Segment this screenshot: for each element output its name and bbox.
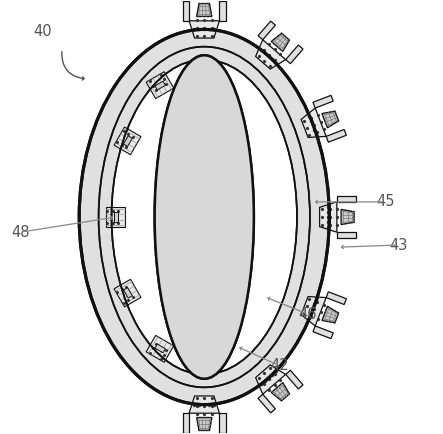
- Polygon shape: [313, 326, 333, 339]
- Text: 48: 48: [12, 224, 30, 240]
- Polygon shape: [197, 3, 212, 16]
- Text: 46: 46: [299, 306, 317, 322]
- Polygon shape: [326, 292, 346, 305]
- Polygon shape: [146, 335, 174, 362]
- Polygon shape: [155, 344, 165, 353]
- Polygon shape: [256, 40, 286, 69]
- Polygon shape: [114, 279, 141, 307]
- Polygon shape: [189, 21, 219, 38]
- Polygon shape: [326, 129, 346, 142]
- Polygon shape: [124, 288, 132, 298]
- Polygon shape: [301, 296, 326, 326]
- Polygon shape: [319, 202, 337, 232]
- Polygon shape: [219, 413, 225, 433]
- Polygon shape: [114, 212, 118, 222]
- Polygon shape: [219, 1, 225, 21]
- Text: 43: 43: [389, 237, 408, 253]
- Polygon shape: [189, 396, 219, 413]
- Text: 40: 40: [33, 24, 52, 39]
- Polygon shape: [146, 72, 174, 99]
- Polygon shape: [258, 21, 276, 40]
- Polygon shape: [79, 30, 329, 404]
- Polygon shape: [183, 1, 189, 21]
- Polygon shape: [106, 207, 125, 227]
- Ellipse shape: [155, 55, 254, 379]
- Polygon shape: [301, 108, 326, 138]
- Polygon shape: [286, 370, 303, 389]
- Polygon shape: [322, 111, 338, 128]
- Polygon shape: [337, 196, 356, 202]
- Text: 45: 45: [376, 194, 395, 210]
- Polygon shape: [313, 95, 333, 108]
- Polygon shape: [183, 413, 189, 433]
- Ellipse shape: [155, 55, 254, 379]
- Polygon shape: [271, 383, 289, 401]
- Polygon shape: [337, 232, 356, 238]
- Polygon shape: [124, 136, 132, 146]
- Polygon shape: [341, 210, 354, 224]
- Polygon shape: [197, 418, 212, 431]
- Polygon shape: [114, 127, 141, 155]
- Polygon shape: [155, 81, 165, 90]
- Polygon shape: [322, 306, 338, 323]
- Text: 42: 42: [270, 358, 289, 373]
- Polygon shape: [286, 45, 303, 64]
- Polygon shape: [271, 33, 289, 51]
- Polygon shape: [256, 365, 286, 394]
- Polygon shape: [258, 394, 276, 413]
